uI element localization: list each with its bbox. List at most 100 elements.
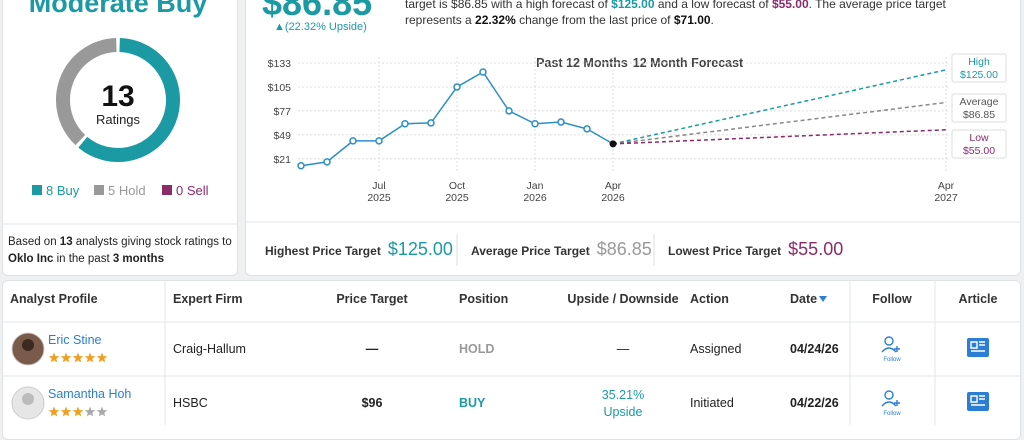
x-tick-label: 2027 bbox=[934, 192, 958, 204]
star bbox=[84, 352, 96, 363]
x-tick-label: 2026 bbox=[523, 192, 547, 204]
article-button[interactable] bbox=[967, 338, 989, 357]
description-text: $71.00 bbox=[673, 13, 711, 27]
article-icon bbox=[967, 392, 989, 411]
legend-count: 5 bbox=[108, 183, 115, 198]
note-text: Based on bbox=[8, 236, 60, 248]
description: target is $86.85 with a high forecast of… bbox=[405, 0, 995, 28]
forecast-price: $55.00 bbox=[963, 145, 995, 157]
description-text: and a low forecast of bbox=[654, 0, 772, 11]
y-tick-label: $77 bbox=[273, 106, 291, 118]
chart-title: 12 Month Forecast bbox=[633, 56, 744, 70]
follow-icon bbox=[881, 400, 900, 407]
x-tick-label: Jan bbox=[527, 180, 544, 192]
article-icon bbox=[970, 395, 985, 406]
consensus-rating: Moderate Buy bbox=[29, 0, 208, 18]
action: Assigned bbox=[690, 342, 741, 356]
analyst-name: Eric Stine bbox=[48, 333, 102, 347]
y-tick-label: $133 bbox=[268, 58, 292, 70]
description-text: . bbox=[710, 13, 714, 27]
forecast-price: $86.85 bbox=[963, 109, 995, 121]
upside-label: Upside bbox=[604, 405, 643, 419]
description-text: . The average price target represents a bbox=[405, 0, 946, 27]
x-tick-label: 2025 bbox=[367, 192, 391, 204]
expert-firm: Craig-Hallum bbox=[173, 342, 246, 356]
star bbox=[72, 406, 84, 417]
forecast-price: $125.00 bbox=[960, 69, 998, 81]
follow-icon bbox=[884, 390, 894, 400]
forecast-callout bbox=[951, 129, 1007, 159]
target-label: Average Price Target bbox=[471, 244, 590, 258]
price-point bbox=[375, 137, 383, 145]
follow-button[interactable]: Follow bbox=[881, 390, 901, 417]
note-text: Oklo Inc bbox=[8, 253, 54, 265]
star-rating bbox=[48, 406, 108, 417]
column-header: Date bbox=[790, 292, 817, 306]
follow-label: Follow bbox=[883, 357, 901, 363]
target-value: $125.00 bbox=[388, 239, 453, 259]
price-point bbox=[531, 120, 539, 128]
forecast-callout bbox=[951, 93, 1007, 123]
legend-entry: 5 Hold bbox=[108, 183, 146, 198]
x-tick-label: 2026 bbox=[601, 192, 625, 204]
forecast-callout bbox=[951, 53, 1007, 83]
position: HOLD bbox=[459, 342, 494, 356]
price-target: — bbox=[366, 342, 379, 356]
ratings-label: Ratings bbox=[96, 112, 141, 127]
upside: ▲(22.32% Upside) bbox=[274, 21, 367, 33]
date: 04/24/26 bbox=[790, 342, 839, 356]
note-text: in the past bbox=[53, 253, 113, 265]
x-tick-label: Apr bbox=[605, 180, 622, 192]
column-header: Follow bbox=[872, 292, 912, 306]
description-text: with a high forecast of bbox=[487, 0, 612, 11]
column-header: Action bbox=[690, 292, 729, 306]
description-text: 22.32% bbox=[475, 13, 516, 27]
target: Lowest Price Target $55.00 bbox=[668, 239, 843, 259]
column-header: Position bbox=[459, 292, 508, 306]
ratings-count: 13 bbox=[101, 80, 134, 113]
column-header: Article bbox=[959, 292, 998, 306]
forecast-line bbox=[612, 69, 947, 145]
legend-count: 8 bbox=[46, 183, 53, 198]
price-point bbox=[583, 125, 591, 133]
legend-swatch bbox=[32, 185, 42, 195]
price-point bbox=[557, 118, 565, 126]
donut-segment bbox=[78, 38, 180, 162]
column-header: Analyst Profile bbox=[10, 292, 98, 306]
forecast-line bbox=[612, 129, 947, 145]
price-point bbox=[349, 137, 357, 145]
y-tick-label: $105 bbox=[268, 82, 292, 94]
ratings-table bbox=[2, 280, 1021, 440]
forecast-line bbox=[612, 101, 947, 145]
target-label: Highest Price Target bbox=[265, 244, 381, 258]
description-text: target is bbox=[405, 0, 452, 11]
article-icon bbox=[967, 338, 989, 357]
target-value: $86.85 bbox=[597, 239, 652, 259]
star bbox=[72, 352, 84, 363]
upside-value: — bbox=[617, 342, 630, 356]
star bbox=[96, 352, 108, 363]
star bbox=[48, 352, 60, 363]
average-price: $86.85 bbox=[262, 0, 373, 23]
y-tick-label: $21 bbox=[273, 154, 291, 166]
follow-icon bbox=[881, 346, 900, 353]
analyst-name: Samantha Hoh bbox=[48, 387, 131, 401]
legend-label: Buy bbox=[57, 183, 80, 198]
legend-swatch bbox=[94, 185, 104, 195]
x-tick-label: 2025 bbox=[445, 192, 469, 204]
legend-label: Sell bbox=[187, 183, 209, 198]
follow-button[interactable]: Follow bbox=[881, 336, 901, 363]
column-header: Expert Firm bbox=[173, 292, 242, 306]
x-tick-label: Apr bbox=[938, 180, 955, 192]
date: 04/22/26 bbox=[790, 396, 839, 410]
article-button[interactable] bbox=[967, 392, 989, 411]
position: BUY bbox=[459, 396, 486, 410]
price-point bbox=[453, 83, 461, 91]
star-rating bbox=[48, 352, 108, 363]
legend-entry: 8 Buy bbox=[46, 183, 80, 198]
forecast-card bbox=[245, 0, 1021, 276]
legend-swatch bbox=[162, 185, 172, 195]
expert-firm: HSBC bbox=[173, 396, 208, 410]
legend-entry: 0 Sell bbox=[176, 183, 209, 198]
last-price-point bbox=[609, 140, 617, 148]
